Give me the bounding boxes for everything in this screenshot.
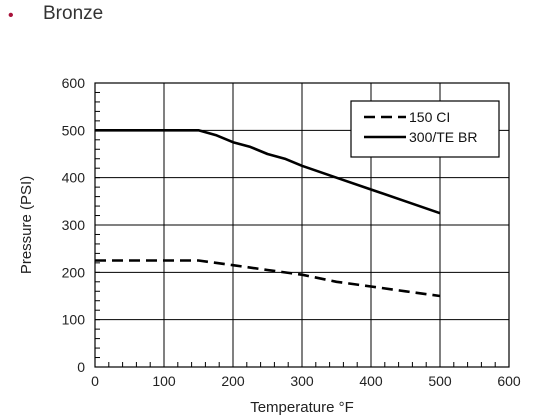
bullet-icon: • (8, 7, 14, 24)
series-line-150-ci (95, 259, 441, 298)
y-tick-label: 300 (62, 217, 86, 233)
series-layer (95, 129, 441, 298)
x-tick-label: 300 (290, 373, 314, 389)
y-tick-label: 500 (62, 122, 86, 138)
y-tick-label: 0 (77, 359, 85, 375)
y-tick-labels: 0 100 200 300 400 500 600 (62, 75, 86, 375)
y-tick-label: 400 (62, 170, 86, 186)
grid (94, 82, 510, 368)
legend-label: 150 CI (409, 109, 450, 125)
x-tick-label: 500 (428, 373, 452, 389)
y-tick-label: 200 (62, 264, 86, 280)
legend-label: 300/TE BR (409, 129, 477, 145)
x-tick-label: 0 (91, 373, 99, 389)
y-tick-label: 100 (62, 312, 86, 328)
x-tick-label: 200 (221, 373, 245, 389)
section-heading: Bronze (43, 3, 104, 24)
x-axis-title: Temperature °F (250, 399, 354, 416)
x-tick-label: 400 (359, 373, 383, 389)
x-tick-label: 600 (497, 373, 521, 389)
plot-frame (94, 82, 510, 368)
legend-box (350, 100, 500, 158)
x-tick-labels: 0 100 200 300 400 500 600 (91, 373, 521, 389)
legend: 150 CI 300/TE BR (350, 100, 500, 158)
y-tick-label: 600 (62, 75, 86, 91)
series-line-300-te-br (95, 129, 441, 215)
x-tick-label: 100 (152, 373, 176, 389)
y-axis-title: Pressure (PSI) (18, 176, 35, 274)
